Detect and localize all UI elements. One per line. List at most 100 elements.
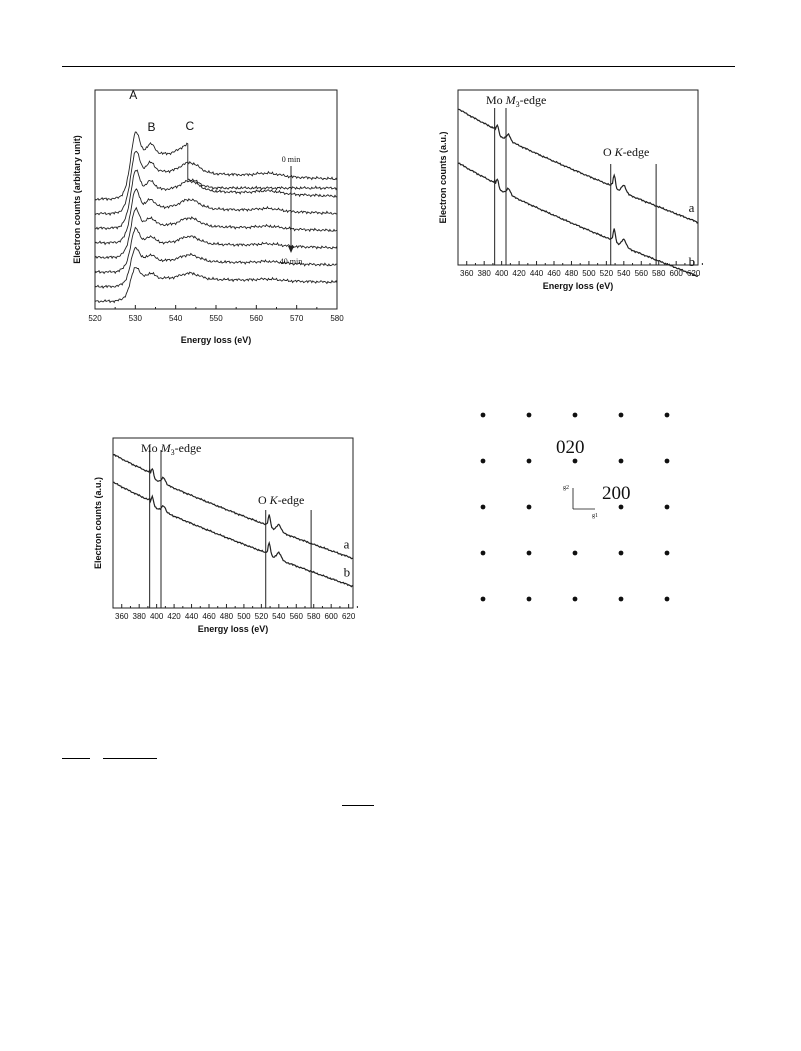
diffraction-spot	[480, 504, 486, 510]
underline-medium	[103, 758, 157, 759]
spectrum-line	[94, 169, 338, 231]
spot-label-200: 200	[602, 483, 631, 504]
underline-small	[342, 805, 374, 806]
diffraction-spot	[572, 412, 578, 418]
x-tick-label: 540	[617, 269, 631, 278]
diffraction-spot	[526, 458, 532, 464]
diffraction-spot	[572, 596, 578, 602]
x-tick-label: 400	[495, 269, 509, 278]
x-tick-label: 420	[167, 612, 181, 621]
x-tick-label: 500	[237, 612, 251, 621]
mo-m3-edge-label: Mo M3-edge	[141, 441, 201, 457]
x-tick-label: 600	[325, 612, 339, 621]
spectrum-line	[94, 131, 338, 202]
x-tick-label: 560	[290, 612, 304, 621]
diffraction-spot	[618, 412, 624, 418]
spectrum-line	[94, 267, 338, 304]
diffraction-spot	[664, 596, 670, 602]
x-tick-label: 520	[255, 612, 269, 621]
diffraction-spot	[526, 596, 532, 602]
diffraction-spot	[664, 504, 670, 510]
x-tick-label: 540	[169, 314, 183, 323]
spectrum-line	[94, 150, 338, 216]
spectrum-line-b	[112, 481, 354, 588]
series-label-b: b	[344, 564, 351, 579]
x-tick-label: 560	[635, 269, 649, 278]
o-k-edge-label: O K-edge	[258, 493, 304, 507]
diffraction-pattern-diagram: 020 200 g2 g1	[480, 412, 670, 602]
peak-label-b: B	[147, 120, 155, 134]
x-tick-label: 520	[600, 269, 614, 278]
x-tick-label: 500	[582, 269, 596, 278]
series-label-a: a	[344, 536, 350, 551]
time-arrow-head	[288, 246, 294, 253]
x-tick-label: 380	[133, 612, 147, 621]
diffraction-spot	[526, 412, 532, 418]
diffraction-spot	[618, 596, 624, 602]
mo-o-eels-spectra-chart-bottom: 360 380 400 420 440 460 480 500 520 540 560 580 600 6…	[93, 437, 358, 634]
x-tick-label: 520	[88, 314, 102, 323]
x-tick-label: 460	[547, 269, 561, 278]
x-tick-label: 540	[272, 612, 286, 621]
diffraction-spot	[618, 550, 624, 556]
g2-axis-label: g2	[563, 485, 569, 491]
time-end-label: 40 min	[280, 257, 302, 266]
spectrum-line	[94, 226, 338, 275]
diffraction-spot	[526, 550, 532, 556]
x-tick-label: 530	[129, 314, 143, 323]
x-tick-label: 580	[330, 314, 344, 323]
mo-m3-edge-label: Mo M3-edge	[486, 93, 546, 109]
diffraction-spot	[572, 550, 578, 556]
plot-frame	[457, 89, 699, 266]
x-tick-label: 620	[687, 269, 701, 278]
g1-axis-label: g1	[592, 513, 598, 519]
diffraction-spot	[664, 412, 670, 418]
diffraction-spot	[664, 458, 670, 464]
y-axis-label: Electron counts (arbitary unit)	[72, 135, 82, 264]
diffraction-spot	[480, 550, 486, 556]
spectrum-line-a	[112, 453, 354, 560]
x-tick-label: 620	[342, 612, 356, 621]
series-label-a: a	[689, 200, 695, 215]
header-rule	[62, 66, 735, 67]
o-k-edge-label: O K-edge	[603, 145, 649, 159]
y-axis-label: Electron counts (a.u.)	[93, 477, 103, 569]
diffraction-spot	[526, 504, 532, 510]
series-label-b: b	[689, 254, 696, 269]
x-tick-label: 550	[209, 314, 223, 323]
spectrum-line-a	[458, 108, 699, 224]
diffraction-spot	[480, 596, 486, 602]
x-tick-label: 580	[307, 612, 321, 621]
spectrum-line	[94, 206, 338, 260]
x-tick-label: 600	[670, 269, 684, 278]
spectrum-line	[94, 246, 338, 289]
time-start-label: 0 min	[282, 155, 300, 164]
diffraction-spot	[618, 458, 624, 464]
diffraction-spot	[480, 458, 486, 464]
spot-label-020: 020	[556, 437, 585, 458]
peak-label-a: A	[129, 88, 137, 102]
x-tick-label: 440	[185, 612, 199, 621]
underline-short	[62, 758, 90, 759]
peak-label-c: C	[185, 119, 194, 133]
spectrum-line	[94, 188, 338, 246]
x-tick-label: 420	[512, 269, 526, 278]
x-axis-label: Energy loss (eV)	[198, 624, 269, 634]
x-tick-label: 380	[478, 269, 492, 278]
diffraction-spot	[480, 412, 486, 418]
x-tick-label: 560	[250, 314, 264, 323]
y-axis-label: Electron counts (a.u.)	[438, 131, 448, 223]
x-tick-label: 360	[115, 612, 129, 621]
plot-frame	[112, 437, 354, 609]
x-tick-label: 460	[202, 612, 216, 621]
diffraction-spot	[572, 458, 578, 464]
x-tick-label: 580	[652, 269, 666, 278]
diffraction-spot	[664, 550, 670, 556]
spectrum-line-b	[457, 162, 698, 277]
mo-o-eels-spectra-chart-top: 360 380 400 420 440 460 480 500 520 540 560 580 600 6…	[438, 89, 703, 291]
x-axis-label: Energy loss (eV)	[543, 281, 614, 291]
x-tick-label: 360	[460, 269, 474, 278]
x-tick-label: 570	[290, 314, 304, 323]
x-tick-label: 480	[565, 269, 579, 278]
x-tick-label: 400	[150, 612, 164, 621]
